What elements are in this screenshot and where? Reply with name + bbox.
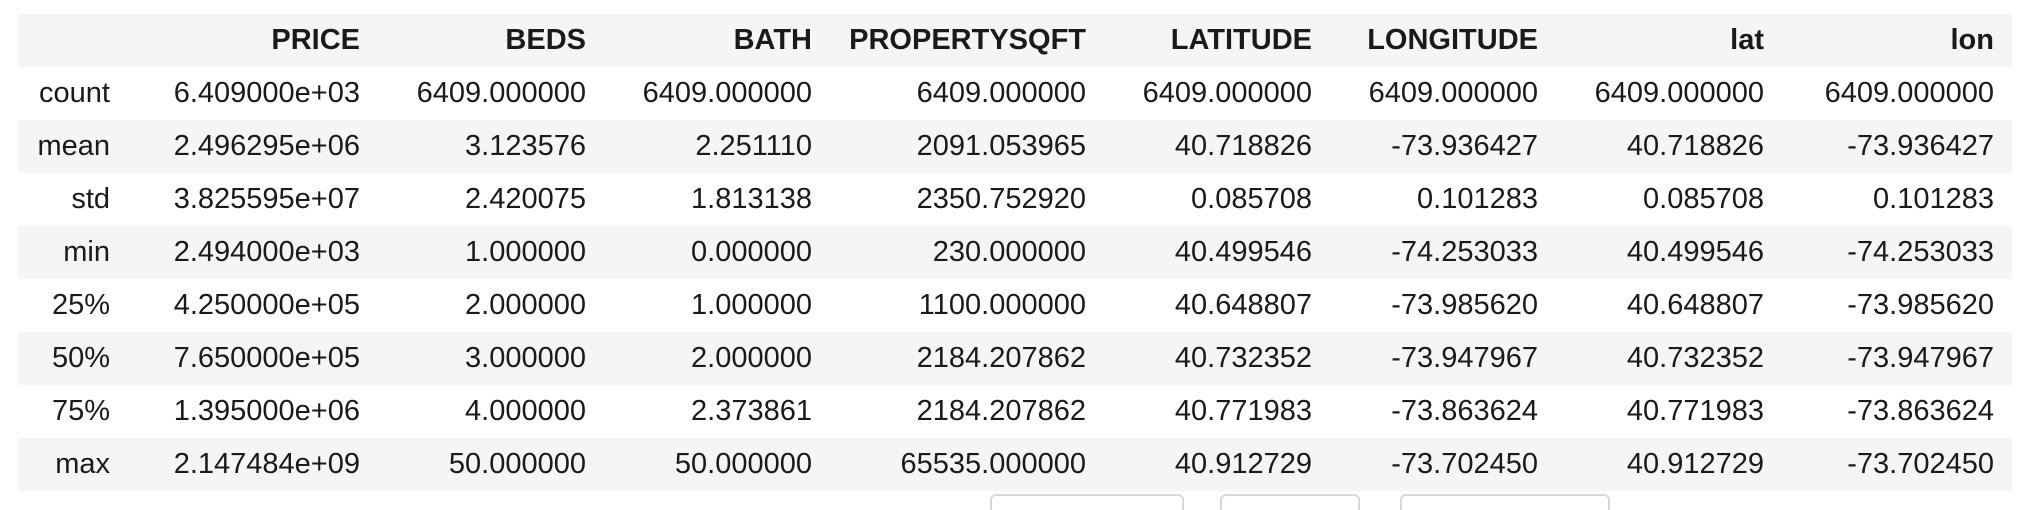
table-cell: 1.000000 [691, 289, 812, 321]
column-header-lat: lat [1556, 14, 1782, 67]
table-cell: 4.000000 [465, 395, 586, 427]
column-header-beds: BEDS [378, 14, 604, 67]
table-cell: 0.085708 [1191, 183, 1312, 215]
table-row: count 6.409000e+03 6409.000000 6409.0000… [18, 67, 2012, 120]
table-cell: 6409.000000 [916, 77, 1086, 109]
table-cell: 6409.000000 [1824, 77, 1994, 109]
column-header-bath: BATH [604, 14, 830, 67]
row-label: count [39, 77, 110, 109]
table-cell: -73.985620 [1391, 289, 1538, 321]
table-cell: 2.147484e+09 [173, 448, 360, 480]
table-cell: 2091.053965 [916, 130, 1086, 162]
table-cell: 2.373861 [691, 395, 812, 427]
table-cell: 3.825595e+07 [173, 183, 360, 215]
table-cell: 6409.000000 [1594, 77, 1764, 109]
table-cell: -74.253033 [1847, 236, 1994, 268]
table-cell: 3.123576 [465, 130, 586, 162]
table-cell: 40.648807 [1626, 289, 1764, 321]
table-cell: -73.947967 [1391, 342, 1538, 374]
table-cell: 40.499546 [1626, 236, 1764, 268]
table-cell: 2184.207862 [916, 342, 1086, 374]
table-cell: 6409.000000 [1368, 77, 1538, 109]
table-cell: -74.253033 [1391, 236, 1538, 268]
table-cell: -73.702450 [1391, 448, 1538, 480]
table-cell: 0.085708 [1643, 183, 1764, 215]
column-header-longitude: LONGITUDE [1330, 14, 1556, 67]
table-cell: 0.101283 [1873, 183, 1994, 215]
table-cell: 2.420075 [465, 183, 586, 215]
partial-widget-button[interactable] [1220, 494, 1360, 510]
table-cell: 2.494000e+03 [173, 236, 360, 268]
row-label: 50% [51, 342, 110, 374]
column-header-latitude: LATITUDE [1104, 14, 1330, 67]
table-cell: 40.771983 [1626, 395, 1764, 427]
table-cell: 50.000000 [448, 448, 586, 480]
partial-widget-button[interactable] [1400, 494, 1610, 510]
table-cell: 40.732352 [1174, 342, 1312, 374]
table-cell: 230.000000 [932, 236, 1086, 268]
table-cell: 65535.000000 [900, 448, 1086, 480]
table-cell: 40.912729 [1626, 448, 1764, 480]
row-label: min [63, 236, 110, 268]
row-label: 25% [51, 289, 110, 321]
table-cell: 3.000000 [465, 342, 586, 374]
table-cell: 2.000000 [465, 289, 586, 321]
table-cell: -73.702450 [1847, 448, 1994, 480]
table-cell: 40.718826 [1174, 130, 1312, 162]
table-cell: -73.947967 [1847, 342, 1994, 374]
table-row: min 2.494000e+03 1.000000 0.000000 230.0… [18, 226, 2012, 279]
table-cell: 40.648807 [1174, 289, 1312, 321]
table-row: max 2.147484e+09 50.000000 50.000000 655… [18, 438, 2012, 491]
table-cell: -73.863624 [1847, 395, 1994, 427]
header-row: PRICE BEDS BATH PROPERTYSQFT LATITUDE LO… [18, 14, 2012, 67]
table-cell: 4.250000e+05 [173, 289, 360, 321]
table-cell: 40.499546 [1174, 236, 1312, 268]
column-header-index [18, 14, 128, 67]
table-cell: 6409.000000 [1142, 77, 1312, 109]
table-row: std 3.825595e+07 2.420075 1.813138 2350.… [18, 173, 2012, 226]
table-cell: 50.000000 [674, 448, 812, 480]
describe-table: PRICE BEDS BATH PROPERTYSQFT LATITUDE LO… [18, 14, 2012, 491]
table-cell: 40.912729 [1174, 448, 1312, 480]
table-cell: -73.936427 [1847, 130, 1994, 162]
table-cell: 1.000000 [465, 236, 586, 268]
column-header-propertysqft: PROPERTYSQFT [830, 14, 1104, 67]
table-cell: 1.395000e+06 [173, 395, 360, 427]
table-cell: 6409.000000 [416, 77, 586, 109]
table-cell: 0.101283 [1417, 183, 1538, 215]
row-label: max [55, 448, 110, 480]
table-cell: -73.936427 [1391, 130, 1538, 162]
row-label: std [71, 183, 110, 215]
row-label: 75% [51, 395, 110, 427]
partial-widget-button[interactable] [990, 494, 1184, 510]
table-cell: 40.718826 [1626, 130, 1764, 162]
table-cell: -73.985620 [1847, 289, 1994, 321]
table-cell: 40.732352 [1626, 342, 1764, 374]
table-cell: 2350.752920 [916, 183, 1086, 215]
table-cell: 1.813138 [691, 183, 812, 215]
table-row: 75% 1.395000e+06 4.000000 2.373861 2184.… [18, 385, 2012, 438]
table-cell: 6.409000e+03 [173, 77, 360, 109]
table-cell: 7.650000e+05 [173, 342, 360, 374]
table-cell: 40.771983 [1174, 395, 1312, 427]
table-cell: 2.000000 [691, 342, 812, 374]
dataframe-output: PRICE BEDS BATH PROPERTYSQFT LATITUDE LO… [18, 14, 2012, 491]
table-row: mean 2.496295e+06 3.123576 2.251110 2091… [18, 120, 2012, 173]
table-cell: 0.000000 [691, 236, 812, 268]
table-cell: -73.863624 [1391, 395, 1538, 427]
table-row: 25% 4.250000e+05 2.000000 1.000000 1100.… [18, 279, 2012, 332]
column-header-price: PRICE [128, 14, 378, 67]
column-header-lon: lon [1782, 14, 2012, 67]
table-row: 50% 7.650000e+05 3.000000 2.000000 2184.… [18, 332, 2012, 385]
row-label: mean [37, 130, 110, 162]
table-cell: 2.496295e+06 [173, 130, 360, 162]
table-cell: 6409.000000 [642, 77, 812, 109]
table-cell: 2.251110 [695, 130, 812, 162]
table-cell: 2184.207862 [916, 395, 1086, 427]
table-cell: 1100.000000 [918, 289, 1086, 321]
